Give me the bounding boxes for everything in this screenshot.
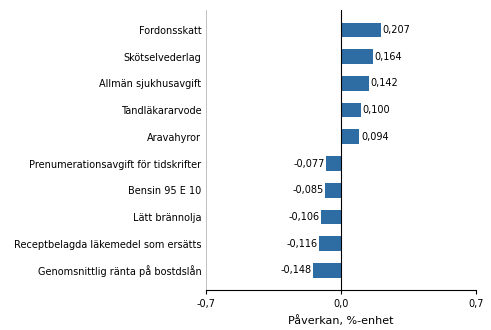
Bar	[313, 263, 341, 278]
Text: -0,116: -0,116	[286, 239, 317, 248]
Text: -0,148: -0,148	[280, 265, 311, 275]
Bar	[341, 76, 369, 91]
Bar	[319, 236, 341, 251]
Bar	[327, 156, 341, 171]
Text: 0,142: 0,142	[370, 79, 398, 88]
Bar	[341, 103, 360, 117]
Text: 0,094: 0,094	[361, 132, 388, 142]
Text: 0,207: 0,207	[382, 25, 410, 35]
Bar	[341, 129, 359, 144]
Text: -0,085: -0,085	[292, 185, 323, 195]
Bar	[341, 23, 381, 37]
Text: -0,077: -0,077	[294, 158, 325, 169]
Bar	[325, 183, 341, 198]
Text: 0,164: 0,164	[375, 52, 402, 62]
Text: -0,106: -0,106	[288, 212, 319, 222]
Bar	[321, 210, 341, 224]
Text: 0,100: 0,100	[362, 105, 390, 115]
Bar	[341, 50, 373, 64]
X-axis label: Påverkan, %-enhet: Påverkan, %-enhet	[289, 315, 394, 326]
